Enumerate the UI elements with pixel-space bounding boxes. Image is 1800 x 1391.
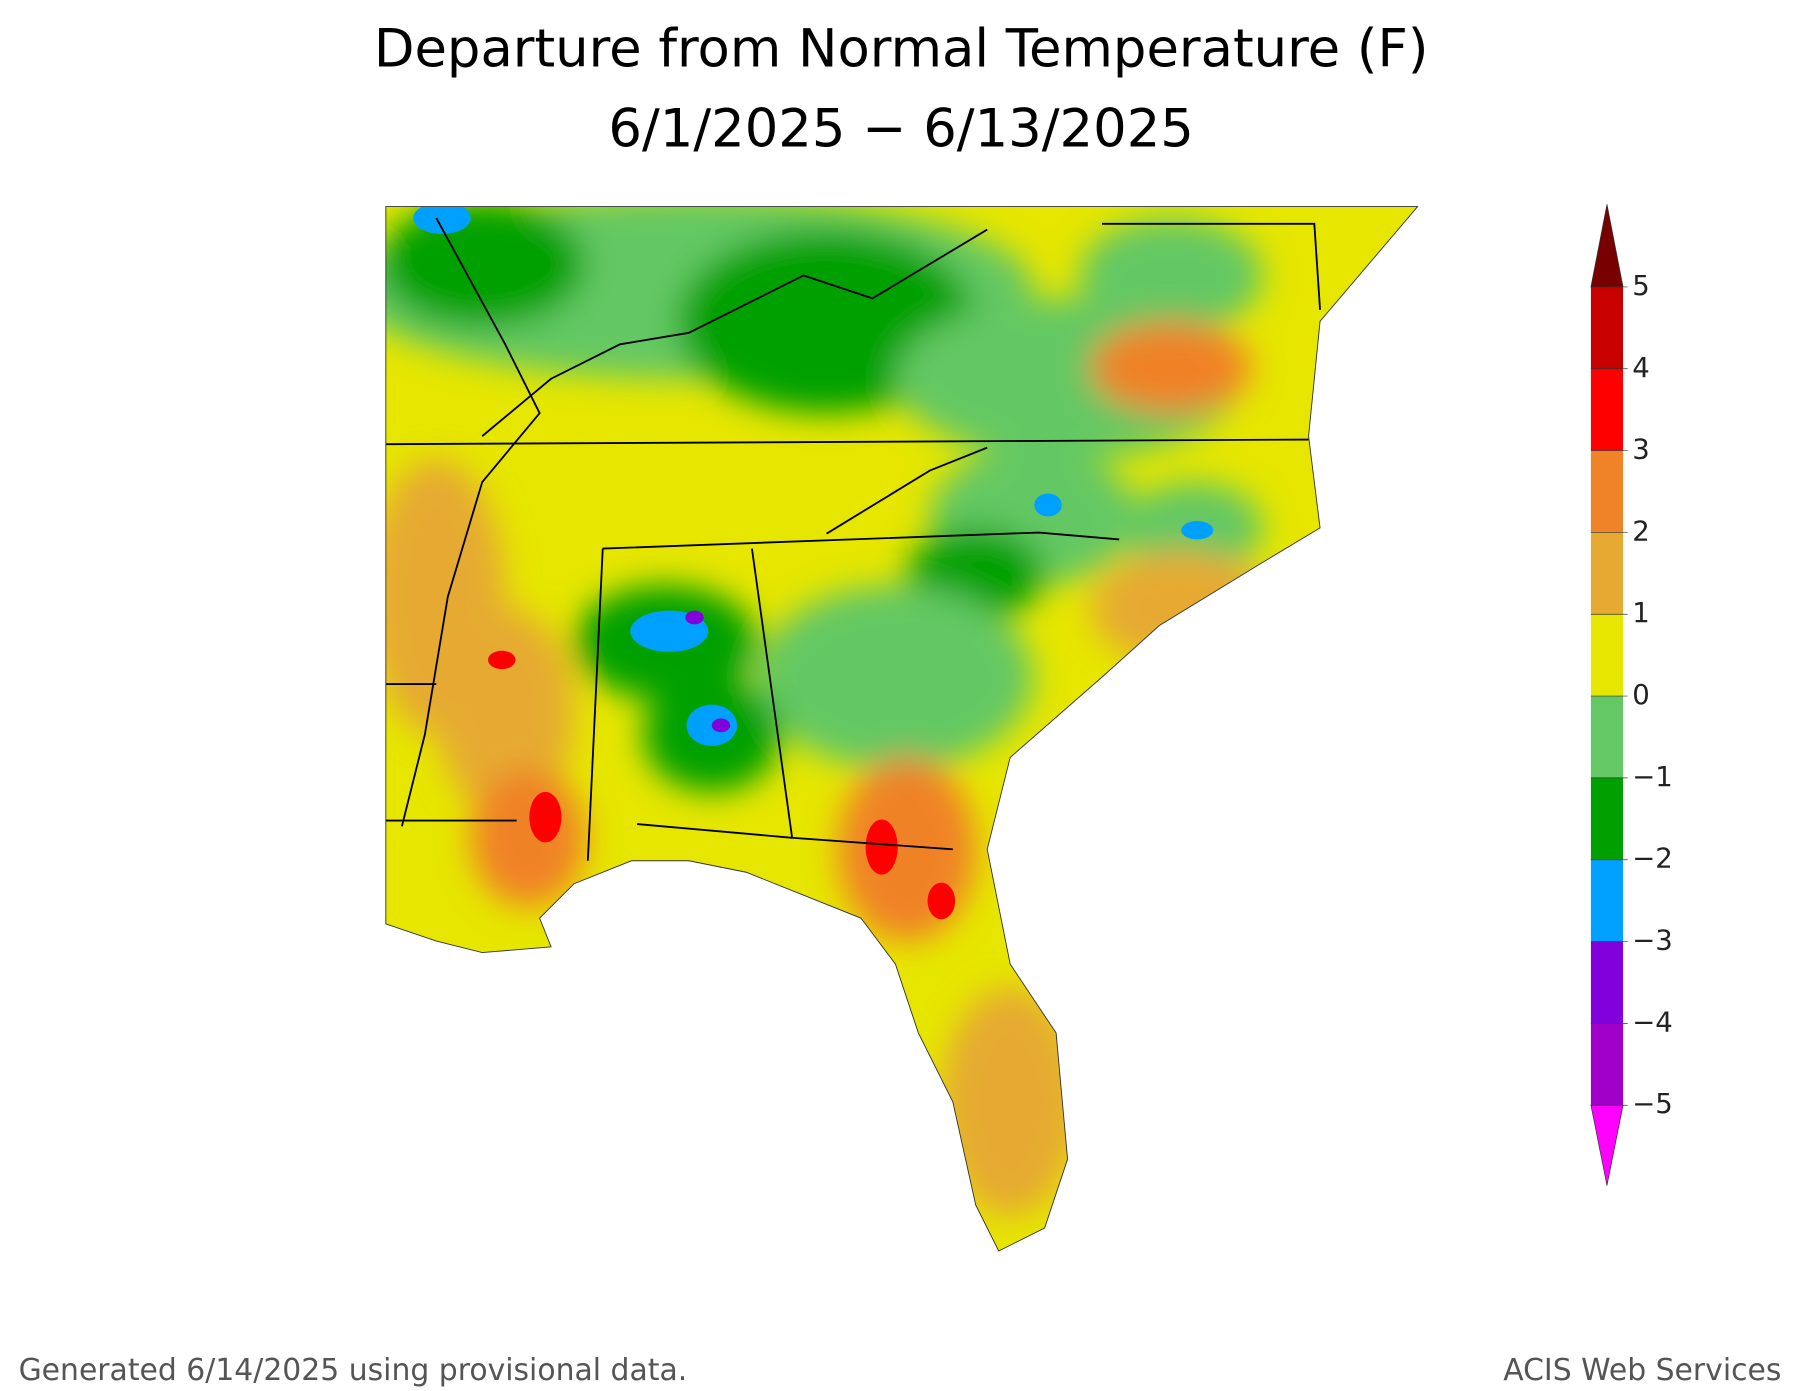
colorbar-tick-label: −3: [1632, 925, 1673, 957]
colorbar-tick-label: −2: [1632, 843, 1673, 875]
colorbar-tick-label: 2: [1632, 515, 1650, 547]
land-outline: [385, 206, 1419, 1252]
colorbar-tick-label: 0: [1632, 679, 1650, 711]
colorbar-tick-label: 4: [1632, 352, 1650, 384]
colorbar-bin: [1590, 450, 1624, 533]
colorbar-over: [1590, 204, 1624, 288]
colorbar-tick-label: 5: [1632, 270, 1650, 302]
colorbar-bin: [1590, 614, 1624, 697]
temperature-field: [385, 206, 1418, 1251]
colorbar-bin: [1590, 696, 1624, 778]
colorbar-under: [1590, 1104, 1624, 1186]
colorbar-tick-label: 3: [1632, 434, 1650, 466]
colorbar-tick-label: −1: [1632, 761, 1673, 793]
colorbar-tick-label: −4: [1632, 1006, 1673, 1038]
colorbar: −5 −4 −3 −2 −1 0 1 2 3 4 5: [1590, 204, 1673, 1186]
colorbar-bin: [1590, 859, 1624, 942]
footer-right: ACIS Web Services: [1503, 1353, 1781, 1388]
colorbar-bin: [1590, 368, 1624, 451]
map-subtitle: 6/1/2025 − 6/13/2025: [608, 99, 1193, 160]
colorbar-tick-label: 1: [1632, 597, 1650, 629]
map-title: Departure from Normal Temperature (F): [374, 18, 1429, 79]
colorbar-bin: [1590, 777, 1624, 860]
colorbar-tick-label: −5: [1632, 1088, 1673, 1120]
colorbar-bin: [1590, 1023, 1624, 1106]
colorbar-bin: [1590, 941, 1624, 1024]
colorbar-bin: [1590, 532, 1624, 615]
colorbar-bin: [1590, 286, 1624, 369]
footer-left: Generated 6/14/2025 using provisional da…: [19, 1353, 688, 1388]
